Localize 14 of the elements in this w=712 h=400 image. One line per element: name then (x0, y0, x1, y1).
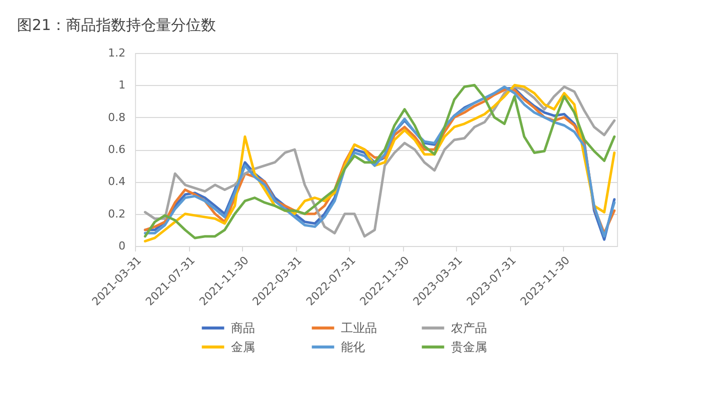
y-tick-label: 1 (118, 78, 126, 92)
legend-label: 金属 (231, 340, 255, 354)
chart-title: 图21：商品指数持仓量分位数 (17, 16, 216, 34)
y-tick-label: 0.8 (108, 110, 126, 124)
y-tick-label: 0 (118, 240, 126, 252)
legend-label: 贵金属 (451, 340, 487, 354)
y-tick-label: 1.2 (108, 46, 126, 60)
y-tick-label: 0.6 (108, 143, 126, 156)
y-tick-label: 0.2 (108, 207, 126, 220)
legend-label: 商品 (231, 321, 255, 335)
y-tick-label: 0.4 (108, 175, 126, 188)
legend-label: 能化 (341, 340, 365, 354)
legend-label: 农产品 (451, 321, 487, 335)
legend-label: 工业品 (341, 321, 377, 335)
